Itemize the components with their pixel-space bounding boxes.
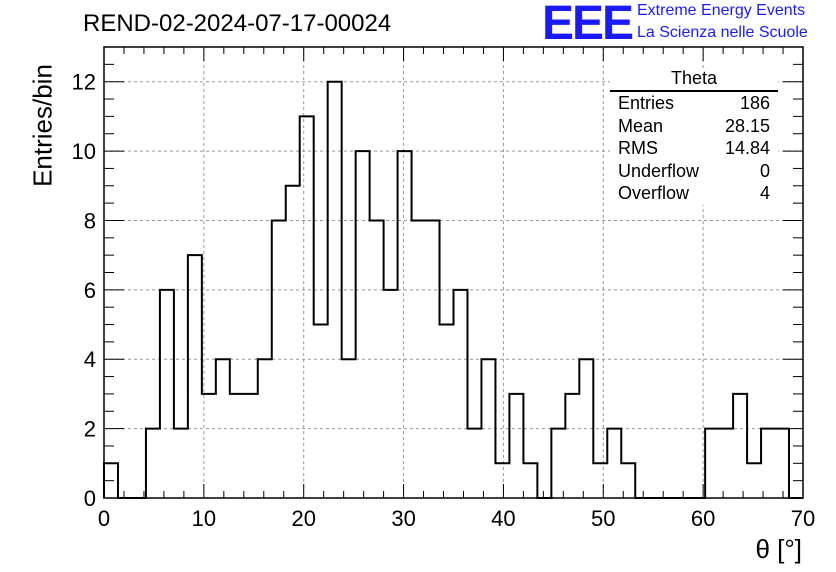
histogram-bin	[146, 429, 160, 498]
histogram-bin	[398, 151, 412, 498]
histogram-bin	[188, 255, 202, 498]
histogram-bin	[314, 325, 328, 498]
x-tick-label: 50	[591, 506, 615, 531]
stats-label: Overflow	[618, 183, 690, 203]
histogram-bin	[747, 463, 761, 498]
x-tick-label: 0	[98, 506, 110, 531]
histogram-bin	[342, 359, 356, 498]
histogram-bin	[593, 463, 607, 498]
x-tick-label: 20	[291, 506, 315, 531]
histogram-bin	[244, 394, 258, 498]
histogram-bin	[523, 463, 537, 498]
y-tick-label: 8	[84, 208, 96, 233]
stats-row: Entries 186	[610, 92, 778, 115]
histogram-bin	[174, 429, 188, 498]
y-tick-label: 0	[84, 486, 96, 511]
stats-value: 28.15	[724, 115, 770, 136]
histogram-bin	[775, 429, 789, 498]
histogram-bin	[300, 116, 314, 498]
histogram-bin	[258, 359, 272, 498]
stats-label: Entries	[618, 93, 675, 113]
x-axis-label: θ [°]	[755, 534, 802, 564]
histogram-bin	[286, 186, 300, 498]
stats-value: 14.84	[724, 138, 770, 158]
chart-title: REND-02-2024-07-17-00024	[83, 10, 392, 37]
x-tick-label: 30	[391, 506, 415, 531]
histogram-bin	[509, 394, 523, 498]
y-tick-label: 6	[84, 278, 96, 303]
stats-title: Theta	[610, 68, 778, 92]
stats-value: 0	[759, 160, 770, 181]
stats-value: 186	[739, 93, 770, 113]
stats-row: RMS 14.84	[610, 137, 778, 160]
histogram-bin	[230, 394, 244, 498]
x-tick-label: 60	[691, 506, 715, 531]
x-tick-label: 40	[491, 506, 515, 531]
logo-line-1: Extreme Energy Events	[637, 2, 806, 19]
histogram-bin	[733, 394, 747, 498]
stats-label: Underflow	[618, 160, 700, 181]
histogram-bin	[495, 463, 509, 498]
stats-value: 4	[759, 183, 770, 203]
stats-row: Underflow 0	[610, 160, 778, 183]
histogram-bin	[384, 290, 398, 498]
eee-logo: EEE	[542, 0, 634, 50]
y-tick-label: 4	[84, 347, 96, 372]
histogram-bin	[607, 429, 621, 498]
stats-label: RMS	[618, 138, 658, 158]
x-tick-label: 70	[791, 506, 815, 531]
histogram-bin	[454, 290, 468, 498]
histogram-line	[103, 80, 803, 499]
histogram-bin	[551, 429, 565, 498]
y-tick-label: 12	[72, 70, 96, 95]
y-tick-label: 2	[84, 417, 96, 442]
histogram-bin	[565, 394, 579, 498]
x-tick-label: 10	[192, 506, 216, 531]
histogram-bin	[426, 220, 440, 498]
histogram-bin	[705, 429, 719, 498]
histogram-bin	[440, 325, 454, 498]
y-axis-label: Entries/bin	[27, 64, 58, 187]
logo-line-2: La Scienza nelle Scuole	[637, 24, 808, 41]
histogram-bin	[356, 151, 370, 498]
histogram-bin	[719, 429, 733, 498]
stats-row: Overflow 4	[610, 182, 778, 205]
stats-row: Mean 28.15	[610, 115, 778, 138]
stats-box: Theta Entries 186 Mean 28.15 RMS 14.84 Unde…	[610, 68, 778, 205]
histogram-bin	[467, 429, 481, 498]
histogram-bin	[216, 359, 230, 498]
stats-label: Mean	[618, 115, 664, 136]
histogram-bin	[160, 290, 174, 498]
y-tick-label: 10	[72, 139, 96, 164]
histogram-bin	[761, 429, 775, 498]
